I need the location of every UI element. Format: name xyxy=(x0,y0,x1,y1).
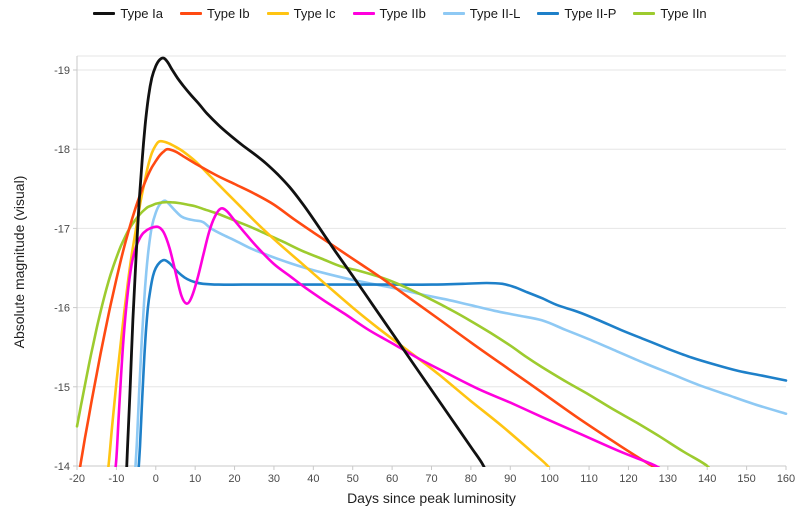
legend-item-type-ic: Type Ic xyxy=(266,6,336,21)
x-tick-label: 0 xyxy=(153,473,159,485)
x-tick-label: 50 xyxy=(347,473,359,485)
series-line-type-ii-l xyxy=(134,199,788,467)
x-tick-label: 160 xyxy=(777,473,795,485)
legend-label: Type Ia xyxy=(120,6,163,21)
legend-item-type-ii-p: Type II-P xyxy=(537,6,616,21)
chart-legend: Type Ia Type Ib Type Ic Type IIb Type II-L Ty… xyxy=(0,6,800,21)
y-tick-label: -16 xyxy=(54,303,70,315)
legend-item-type-iib: Type IIb xyxy=(352,6,426,21)
x-tick-label: 40 xyxy=(307,473,319,485)
series-line-type-ii-p xyxy=(137,258,788,467)
series-line-type-ib xyxy=(78,147,657,467)
x-tick-label: 110 xyxy=(580,473,598,485)
legend-label: Type II-L xyxy=(469,6,521,21)
series-line-type-iin xyxy=(75,200,711,467)
x-tick-label: 20 xyxy=(228,473,240,485)
x-tick-label: 100 xyxy=(540,473,558,485)
legend-swatch xyxy=(93,12,116,15)
x-tick-label: 80 xyxy=(465,473,477,485)
x-tick-label: 70 xyxy=(425,473,437,485)
legend-swatch xyxy=(633,12,656,15)
x-tick-label: 60 xyxy=(386,473,398,485)
legend-swatch xyxy=(352,12,375,15)
series-line-type-ic xyxy=(107,139,551,467)
legend-swatch xyxy=(537,12,560,15)
x-tick-label: 120 xyxy=(619,473,637,485)
x-tick-label: 10 xyxy=(189,473,201,485)
legend-label: Type Ib xyxy=(206,6,250,21)
y-tick-label: -14 xyxy=(54,461,70,473)
y-tick-label: -17 xyxy=(54,223,70,235)
x-tick-label: 140 xyxy=(698,473,716,485)
series-line-type-ia xyxy=(125,56,486,467)
legend-label: Type II-P xyxy=(564,6,617,21)
legend-swatch xyxy=(266,12,289,15)
legend-label: Type Ic xyxy=(293,6,336,21)
legend-item-type-ii-l: Type II-L xyxy=(442,6,521,21)
y-axis-title: Absolute magnitude (visual) xyxy=(11,175,27,349)
legend-label: Type IIb xyxy=(379,6,426,21)
y-tick-label: -15 xyxy=(54,382,70,394)
x-tick-label: 90 xyxy=(504,473,516,485)
x-axis-title: Days since peak luminosity xyxy=(347,490,516,506)
x-tick-label: 150 xyxy=(737,473,755,485)
legend-swatch xyxy=(442,12,465,15)
legend-label: Type IIn xyxy=(660,6,707,21)
x-tick-label: -20 xyxy=(69,473,85,485)
x-tick-label: 130 xyxy=(659,473,677,485)
x-tick-label: -10 xyxy=(108,473,124,485)
legend-item-type-iin: Type IIn xyxy=(633,6,707,21)
x-tick-label: 30 xyxy=(268,473,280,485)
y-tick-label: -19 xyxy=(54,65,70,77)
y-tick-label: -18 xyxy=(54,144,70,156)
legend-swatch xyxy=(179,12,202,15)
legend-item-type-ia: Type Ia xyxy=(93,6,163,21)
series-line-type-iib xyxy=(114,207,661,467)
legend-item-type-ib: Type Ib xyxy=(179,6,250,21)
